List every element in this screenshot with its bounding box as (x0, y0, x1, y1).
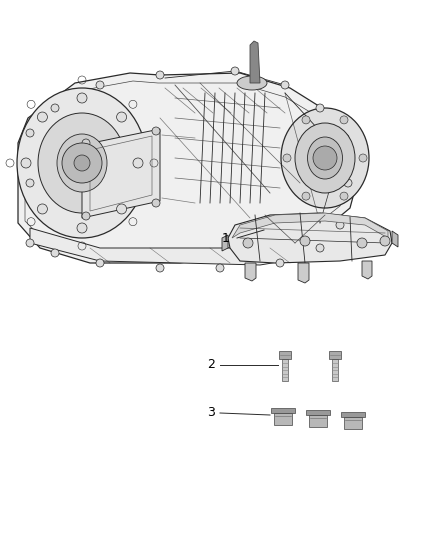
Polygon shape (282, 359, 288, 381)
Polygon shape (222, 235, 228, 251)
Circle shape (26, 179, 34, 187)
Circle shape (340, 116, 348, 124)
Ellipse shape (38, 113, 126, 213)
Circle shape (302, 116, 310, 124)
Polygon shape (228, 213, 392, 263)
Circle shape (281, 81, 289, 89)
Circle shape (26, 239, 34, 247)
Circle shape (341, 134, 349, 142)
Circle shape (117, 204, 127, 214)
Text: 2: 2 (207, 359, 215, 372)
Polygon shape (332, 359, 338, 381)
Circle shape (82, 212, 90, 220)
Circle shape (133, 158, 143, 168)
Polygon shape (245, 263, 256, 281)
Polygon shape (306, 410, 330, 415)
Circle shape (62, 143, 102, 183)
Polygon shape (82, 129, 160, 218)
Circle shape (96, 81, 104, 89)
Circle shape (117, 112, 127, 122)
Polygon shape (392, 231, 398, 247)
Circle shape (357, 238, 367, 248)
Circle shape (380, 236, 390, 246)
Circle shape (300, 236, 310, 246)
Polygon shape (18, 73, 358, 263)
Ellipse shape (307, 137, 343, 179)
Circle shape (156, 264, 164, 272)
Polygon shape (30, 225, 345, 265)
Polygon shape (271, 408, 295, 413)
Circle shape (51, 249, 59, 257)
Circle shape (152, 127, 160, 135)
Ellipse shape (57, 134, 107, 192)
Polygon shape (344, 417, 362, 429)
Polygon shape (362, 261, 372, 279)
Ellipse shape (295, 123, 355, 193)
Ellipse shape (237, 76, 267, 90)
Circle shape (77, 223, 87, 233)
Circle shape (336, 221, 344, 229)
Polygon shape (232, 213, 388, 238)
Circle shape (283, 154, 291, 162)
Circle shape (26, 129, 34, 137)
Circle shape (231, 67, 239, 75)
Polygon shape (341, 412, 365, 417)
Polygon shape (329, 351, 341, 359)
Ellipse shape (17, 88, 147, 238)
Circle shape (359, 154, 367, 162)
Circle shape (77, 93, 87, 103)
Circle shape (37, 112, 47, 122)
Circle shape (316, 104, 324, 112)
Polygon shape (309, 415, 327, 427)
Polygon shape (298, 263, 309, 283)
Circle shape (243, 238, 253, 248)
Circle shape (21, 158, 31, 168)
Circle shape (340, 192, 348, 200)
Circle shape (96, 259, 104, 267)
Circle shape (313, 146, 337, 170)
Circle shape (344, 179, 352, 187)
Circle shape (316, 244, 324, 252)
Circle shape (156, 71, 164, 79)
Polygon shape (250, 41, 260, 83)
Text: 1: 1 (222, 231, 230, 245)
Circle shape (216, 264, 224, 272)
Polygon shape (279, 351, 291, 359)
Circle shape (302, 192, 310, 200)
Text: 3: 3 (207, 407, 215, 419)
Circle shape (51, 104, 59, 112)
Circle shape (37, 204, 47, 214)
Polygon shape (274, 413, 292, 425)
Circle shape (82, 139, 90, 147)
Circle shape (276, 259, 284, 267)
Circle shape (152, 199, 160, 207)
Ellipse shape (281, 108, 369, 208)
Circle shape (74, 155, 90, 171)
